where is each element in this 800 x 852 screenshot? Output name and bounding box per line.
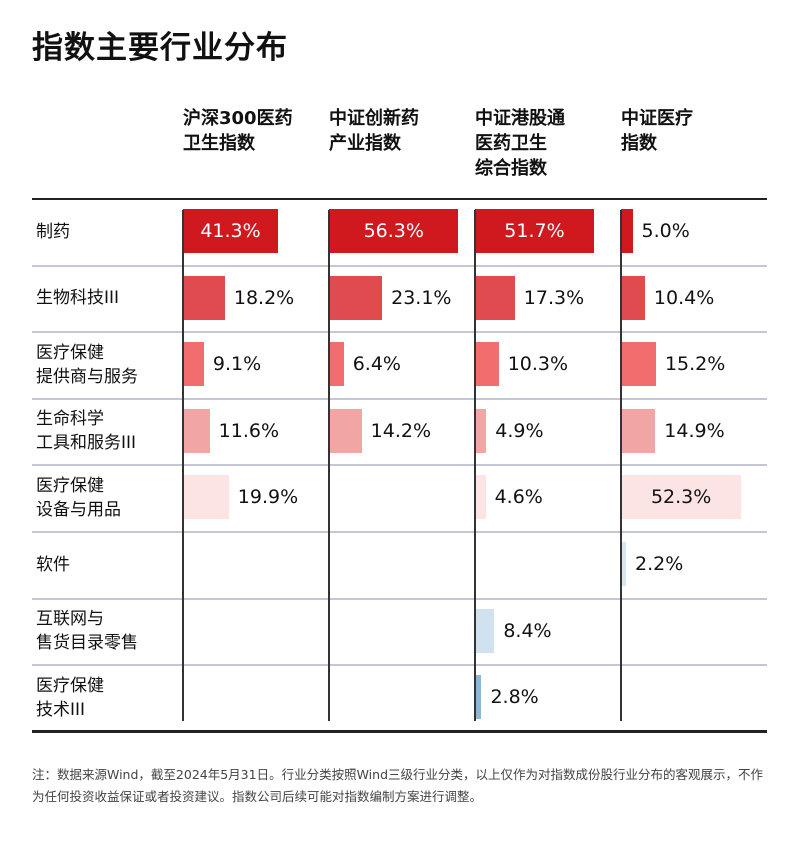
bar xyxy=(183,408,210,453)
data-label: 4.9% xyxy=(495,419,544,442)
bar xyxy=(329,275,383,320)
column-header: 中证医疗 指数 xyxy=(621,108,693,154)
column-header: 中证创新药 产业指数 xyxy=(329,108,419,154)
row-label: 医疗保健 提供商与服务 xyxy=(36,342,138,387)
data-label: 51.7% xyxy=(504,220,565,242)
row-divider xyxy=(32,664,767,667)
bar xyxy=(621,209,633,253)
bar xyxy=(183,475,229,520)
column-divider xyxy=(182,210,184,721)
data-label: 41.3% xyxy=(200,220,261,242)
bar xyxy=(475,209,594,253)
data-label: 8.4% xyxy=(503,619,552,642)
bar xyxy=(329,408,362,453)
data-label: 2.8% xyxy=(490,686,539,709)
data-label: 56.3% xyxy=(363,220,424,242)
column-divider xyxy=(474,210,476,721)
column-header: 沪深300医药 卫生指数 xyxy=(183,108,293,154)
bar xyxy=(475,675,482,720)
row-divider xyxy=(32,331,767,334)
footnote: 注：数据来源Wind，截至2024年5月31日。行业分类按照Wind三级行业分类… xyxy=(32,767,764,804)
data-label: 11.6% xyxy=(218,419,280,442)
data-label: 5.0% xyxy=(641,220,690,242)
bar xyxy=(475,275,515,320)
bottom-rule xyxy=(32,729,767,733)
bar xyxy=(329,342,344,387)
bar xyxy=(183,342,204,387)
row-label: 生物科技III xyxy=(36,288,120,309)
data-label: 14.2% xyxy=(370,419,432,442)
data-label: 10.3% xyxy=(507,353,569,376)
data-label: 6.4% xyxy=(352,353,401,376)
row-divider xyxy=(32,464,767,467)
bar xyxy=(329,209,459,253)
data-label: 10.4% xyxy=(653,286,715,309)
bar xyxy=(475,475,486,520)
row-divider xyxy=(32,397,767,400)
row-divider xyxy=(32,264,767,267)
data-label: 23.1% xyxy=(391,286,452,309)
row-label: 医疗保健 设备与用品 xyxy=(36,475,121,520)
data-label: 19.9% xyxy=(237,486,299,509)
bar xyxy=(621,408,656,453)
row-divider xyxy=(32,597,767,600)
bar xyxy=(621,275,645,320)
bar xyxy=(621,342,656,387)
bar xyxy=(475,408,487,453)
bar xyxy=(183,209,278,253)
row-label: 医疗保健 技术III xyxy=(36,675,104,720)
bar xyxy=(621,542,627,586)
column-divider xyxy=(328,210,330,721)
row-label: 软件 xyxy=(36,554,70,575)
data-label: 15.2% xyxy=(664,353,726,376)
data-label: 4.6% xyxy=(494,486,543,509)
bar xyxy=(475,608,495,653)
row-label: 生命科学 工具和服务III xyxy=(36,409,137,454)
column-divider xyxy=(620,210,622,721)
chart-title: 指数主要行业分布 xyxy=(32,30,288,66)
column-header: 中证港股通 医药卫生 综合指数 xyxy=(475,108,565,179)
data-label: 14.9% xyxy=(664,419,725,442)
data-label: 18.2% xyxy=(233,286,295,309)
data-label: 9.1% xyxy=(212,353,262,376)
data-label: 17.3% xyxy=(523,286,585,309)
data-label: 2.2% xyxy=(635,553,684,575)
row-label: 制药 xyxy=(36,221,70,242)
bar xyxy=(621,475,742,520)
bar xyxy=(475,342,499,387)
row-divider xyxy=(32,531,767,533)
data-label: 52.3% xyxy=(650,486,712,509)
bar xyxy=(183,275,225,320)
row-label: 互联网与 售货目录零售 xyxy=(36,609,138,654)
top-rule xyxy=(32,198,767,200)
